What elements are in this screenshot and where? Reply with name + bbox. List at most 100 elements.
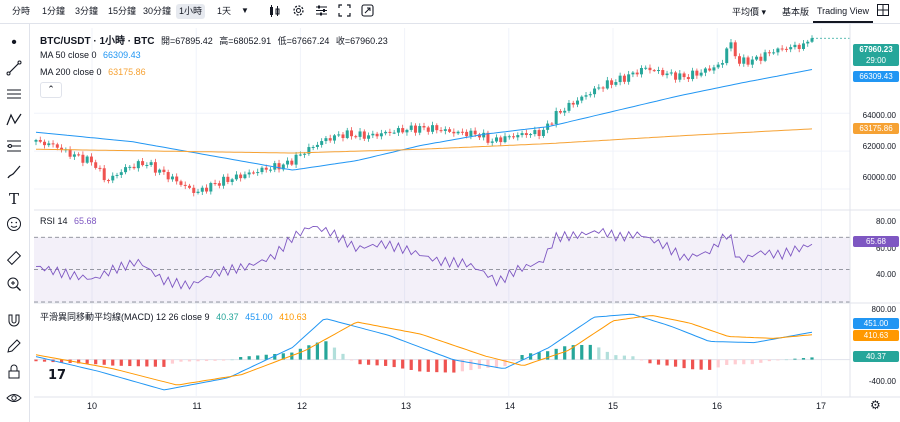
zoom-in-icon[interactable] bbox=[5, 276, 23, 294]
candle-icon[interactable] bbox=[269, 4, 281, 21]
candle-body bbox=[405, 129, 409, 133]
candle-body bbox=[755, 56, 759, 60]
magnet-icon[interactable] bbox=[5, 312, 23, 330]
fullscreen-icon[interactable] bbox=[338, 4, 351, 20]
candle-body bbox=[234, 174, 238, 180]
candle-body bbox=[345, 130, 349, 139]
pattern-icon[interactable] bbox=[5, 112, 23, 130]
avg-price-dropdown[interactable]: 平均價 ▾ bbox=[732, 7, 767, 17]
collapse-legend-button[interactable]: ⌃ bbox=[40, 82, 62, 98]
signal-value: 451.00 bbox=[245, 312, 273, 322]
candle-body bbox=[537, 130, 541, 136]
timeframe-active[interactable]: 1小時 bbox=[176, 4, 206, 19]
macd-legend[interactable]: 平滑異同移動平均線(MACD) 12 26 close 9 40.37 451.… bbox=[40, 310, 311, 323]
candle-body bbox=[682, 73, 686, 78]
macd-histogram-bar bbox=[315, 342, 320, 360]
timeframe-1[interactable]: 分時 bbox=[12, 6, 31, 16]
candle-body bbox=[597, 87, 601, 89]
candle-body bbox=[793, 44, 797, 48]
candle-body bbox=[648, 67, 652, 71]
candle-body bbox=[43, 141, 47, 146]
tradingview-tab[interactable]: Trading View bbox=[813, 0, 873, 23]
candle-body bbox=[38, 139, 42, 142]
candle-body bbox=[85, 156, 89, 163]
close-value: 收=67960.23 bbox=[335, 36, 388, 46]
candle-body bbox=[269, 169, 273, 171]
brush-icon[interactable] bbox=[5, 164, 23, 182]
macd-histogram-bar bbox=[324, 341, 328, 360]
candle-body bbox=[170, 176, 174, 180]
macd-histogram-bar bbox=[153, 359, 157, 367]
drawing-toolbar: • T bbox=[0, 24, 30, 422]
x-tick: 12 bbox=[296, 401, 308, 411]
macd-histogram-bar bbox=[742, 359, 746, 365]
text-tool-icon[interactable]: T bbox=[8, 190, 19, 208]
bar-countdown: 29:00 bbox=[865, 56, 887, 65]
candle-body bbox=[401, 128, 405, 133]
camera-icon[interactable] bbox=[361, 4, 374, 20]
candle-body bbox=[303, 153, 307, 155]
macd-histogram-bar bbox=[469, 359, 473, 371]
lock-icon[interactable] bbox=[5, 364, 23, 382]
timeframe-3[interactable]: 3分鐘 bbox=[75, 6, 99, 16]
fib-icon[interactable] bbox=[5, 138, 23, 156]
candle-body bbox=[554, 111, 558, 125]
horizontal-lines-icon[interactable] bbox=[5, 86, 23, 104]
candle-body bbox=[473, 130, 477, 135]
macd-histogram-bar bbox=[546, 351, 550, 360]
base-version-button[interactable]: 基本版 bbox=[782, 7, 810, 17]
candle-body bbox=[362, 131, 366, 139]
macd-histogram-bar bbox=[520, 355, 524, 360]
candle-body bbox=[558, 111, 562, 113]
macd-histogram-bar bbox=[375, 359, 379, 366]
candle-body bbox=[507, 136, 511, 138]
macd-histogram-bar bbox=[187, 359, 192, 362]
timeframe-5[interactable]: 30分鐘 bbox=[143, 6, 172, 16]
timeframe-4[interactable]: 15分鐘 bbox=[108, 6, 137, 16]
candle-body bbox=[435, 125, 439, 131]
candle-body bbox=[426, 127, 430, 132]
pencil-lock-icon[interactable] bbox=[5, 338, 23, 356]
ma200-legend[interactable]: MA 200 close 0 63175.86 bbox=[40, 67, 150, 77]
layout-icon[interactable] bbox=[877, 4, 889, 19]
gear-icon[interactable] bbox=[292, 4, 305, 20]
timeframe-2[interactable]: 1分鐘 bbox=[42, 6, 66, 16]
timeframe-7[interactable]: 1天 bbox=[217, 6, 232, 16]
symbol-label[interactable]: BTC/USDT · 1小時 · BTC bbox=[40, 36, 155, 47]
candle-body bbox=[712, 67, 716, 71]
candle-body bbox=[34, 139, 38, 142]
candle-body bbox=[695, 70, 699, 76]
emoji-icon[interactable] bbox=[5, 216, 23, 234]
candle-body bbox=[51, 143, 55, 145]
macd-histogram-bar bbox=[452, 359, 456, 373]
macd-histogram-bar bbox=[366, 359, 371, 365]
ma50-legend[interactable]: MA 50 close 0 66309.43 bbox=[40, 50, 145, 60]
ma50-label: MA 50 close 0 bbox=[40, 50, 97, 60]
sliders-icon[interactable] bbox=[315, 4, 328, 20]
candle-body bbox=[81, 154, 85, 163]
ruler-icon[interactable] bbox=[5, 250, 23, 268]
candle-body bbox=[533, 130, 537, 135]
rsi-badge: 65.68 bbox=[853, 236, 899, 247]
rsi-label: RSI 14 bbox=[40, 216, 68, 226]
signal-line bbox=[35, 315, 813, 386]
cursor-dot-icon[interactable]: • bbox=[11, 34, 17, 51]
candle-body bbox=[149, 162, 153, 165]
eye-icon[interactable] bbox=[5, 390, 23, 408]
ma200-line bbox=[36, 128, 813, 154]
candle-body bbox=[413, 125, 417, 133]
candle-body bbox=[68, 149, 72, 157]
candle-body bbox=[567, 102, 571, 111]
high-value: 高=68052.91 bbox=[219, 36, 272, 46]
candle-body bbox=[797, 44, 801, 49]
trend-line-icon[interactable] bbox=[5, 60, 23, 78]
macd-histogram-bar bbox=[588, 344, 592, 360]
candle-body bbox=[158, 169, 162, 173]
candle-body bbox=[230, 179, 234, 182]
candle-body bbox=[742, 57, 746, 64]
rsi-legend[interactable]: RSI 14 65.68 bbox=[40, 216, 101, 226]
candle-body bbox=[396, 128, 400, 133]
gear-icon[interactable]: ⚙ bbox=[870, 398, 881, 412]
dropdown-icon[interactable]: ▼ bbox=[241, 6, 249, 15]
